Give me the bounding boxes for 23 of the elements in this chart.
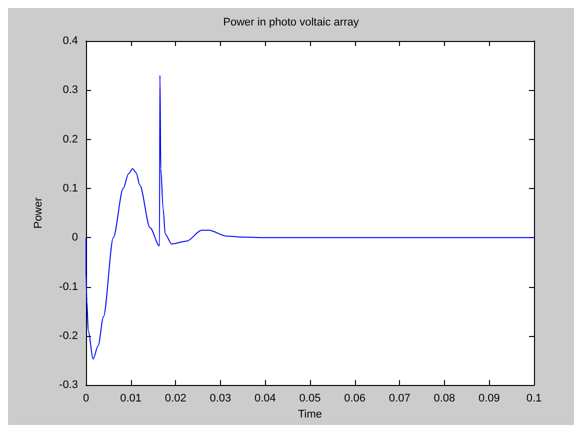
x-tick-label: 0 [82, 392, 90, 405]
x-tick-label: 0.05 [299, 392, 321, 405]
x-tick-label: 0.04 [254, 392, 276, 405]
x-tick-label: 0.01 [120, 392, 142, 405]
x-tick-label: 0.09 [478, 392, 500, 405]
y-tick-label: -0.3 [59, 379, 78, 392]
y-tick-label: -0.1 [59, 280, 78, 293]
y-tick-label: 0.1 [62, 182, 78, 194]
y-axis-title: Power [32, 197, 44, 229]
y-tick-label: 0.3 [62, 84, 78, 96]
line-series [86, 74, 534, 360]
chart-title: Power in photo voltaic array [223, 16, 360, 28]
y-tick-label: -0.2 [59, 330, 78, 342]
x-tick-label: 0.07 [388, 392, 410, 405]
y-tick-label: 0.4 [62, 35, 78, 47]
y-tick-label: 0 [72, 232, 78, 244]
y-tick-label: 0.2 [62, 133, 78, 146]
x-tick-label: 0.03 [210, 392, 232, 405]
x-tick-label: 0.1 [526, 392, 542, 405]
x-tick-label: 0.06 [344, 392, 366, 405]
x-axis-title: Time [298, 408, 322, 420]
x-tick-label: 0.08 [434, 392, 456, 405]
x-tick-label: 0.02 [164, 392, 186, 405]
